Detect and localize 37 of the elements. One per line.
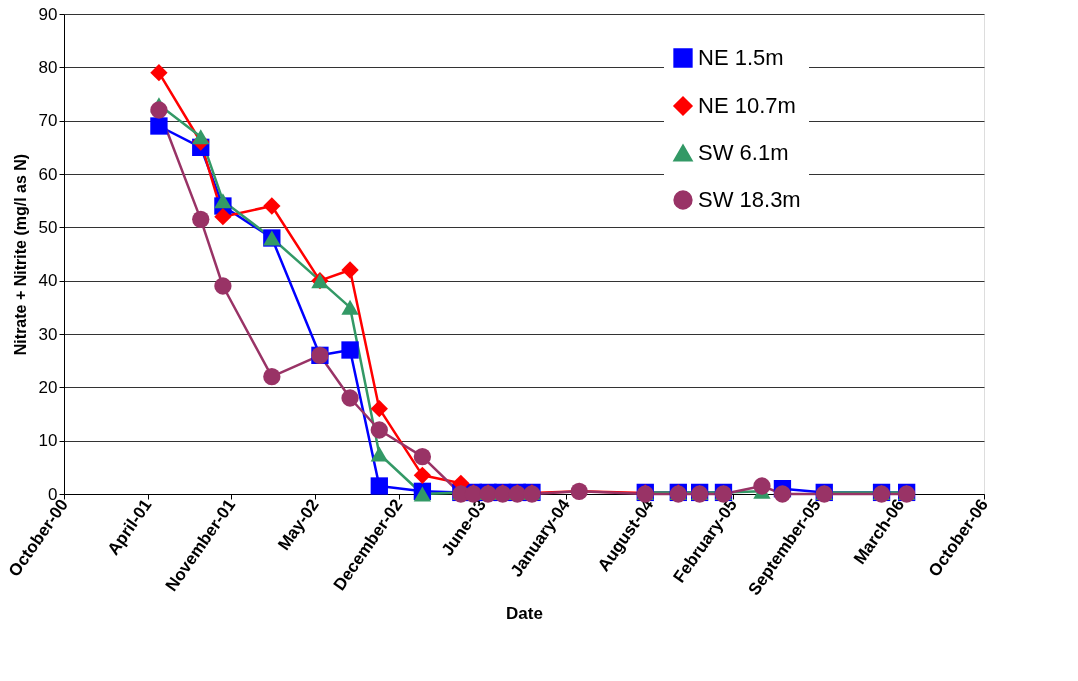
y-tick-label: 60 bbox=[38, 164, 58, 184]
point bbox=[263, 368, 281, 386]
point bbox=[150, 101, 168, 119]
point bbox=[341, 341, 359, 359]
point bbox=[341, 299, 359, 315]
y-tick-label: 90 bbox=[38, 4, 58, 24]
y-tick-label: 50 bbox=[38, 217, 58, 237]
y-tick-label: 40 bbox=[38, 271, 58, 291]
point bbox=[753, 477, 771, 495]
point bbox=[214, 193, 232, 209]
point bbox=[192, 129, 210, 145]
y-tick-label: 70 bbox=[38, 111, 58, 131]
y-axis-title: Nitrate + Nitrite (mg/l as N) bbox=[11, 153, 29, 356]
legend-label: SW 6.1m bbox=[698, 140, 789, 165]
point bbox=[370, 446, 388, 462]
legend-label: SW 18.3m bbox=[698, 187, 801, 212]
point bbox=[214, 208, 232, 226]
point bbox=[263, 197, 281, 215]
point bbox=[214, 277, 232, 295]
point bbox=[150, 117, 168, 135]
point bbox=[192, 210, 210, 228]
legend-label: NE 1.5m bbox=[698, 45, 784, 70]
point bbox=[370, 400, 388, 418]
point bbox=[150, 64, 168, 82]
y-tick-label: 20 bbox=[38, 377, 58, 397]
point bbox=[341, 261, 359, 279]
point bbox=[341, 389, 359, 407]
point bbox=[413, 448, 432, 466]
point bbox=[413, 466, 432, 484]
x-axis-title: Date bbox=[506, 604, 543, 624]
y-tick-label: 80 bbox=[38, 57, 58, 77]
legend-label: NE 10.7m bbox=[698, 93, 796, 118]
point bbox=[370, 477, 388, 495]
point bbox=[413, 486, 432, 502]
y-tick-label: 30 bbox=[38, 324, 58, 344]
point bbox=[370, 421, 388, 439]
y-tick-label: 10 bbox=[38, 431, 58, 451]
